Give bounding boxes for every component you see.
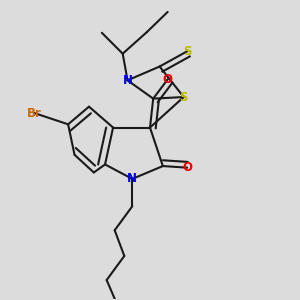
Text: S: S [179,91,188,103]
Text: N: N [127,172,137,185]
Text: N: N [122,74,133,87]
Text: Br: Br [27,106,42,120]
Text: O: O [163,73,173,86]
Text: O: O [182,161,192,174]
Text: S: S [183,45,191,58]
